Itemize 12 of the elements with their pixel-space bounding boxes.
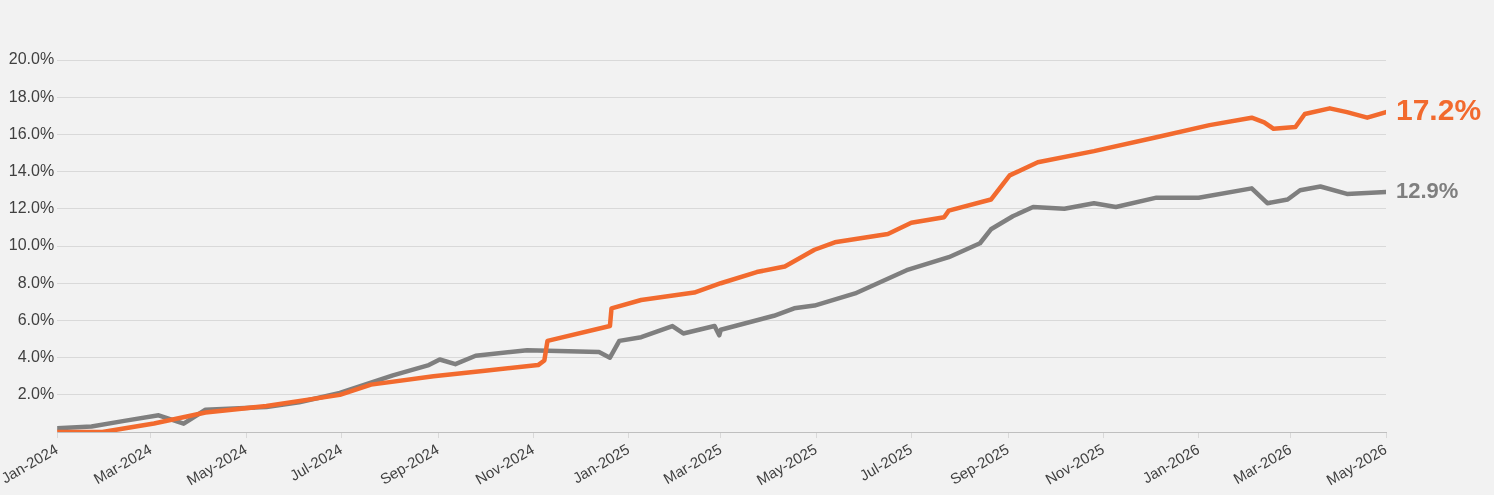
y-tick-label: 6.0% bbox=[17, 310, 55, 328]
y-tick-label: 2.0% bbox=[17, 385, 55, 403]
y-tick-label: 18.0% bbox=[8, 87, 55, 105]
y-tick-label: 4.0% bbox=[17, 348, 55, 366]
y-tick-label: 8.0% bbox=[17, 273, 55, 291]
annotation: 17.2% bbox=[1396, 93, 1482, 127]
y-tick-label: 16.0% bbox=[8, 124, 55, 142]
annotation: 12.9% bbox=[1396, 178, 1459, 204]
y-tick-label: 12.0% bbox=[8, 199, 55, 217]
y-tick-label: 20.0% bbox=[8, 50, 55, 68]
y-tick-label: 14.0% bbox=[8, 162, 55, 180]
y-tick-label: 10.0% bbox=[8, 236, 55, 254]
